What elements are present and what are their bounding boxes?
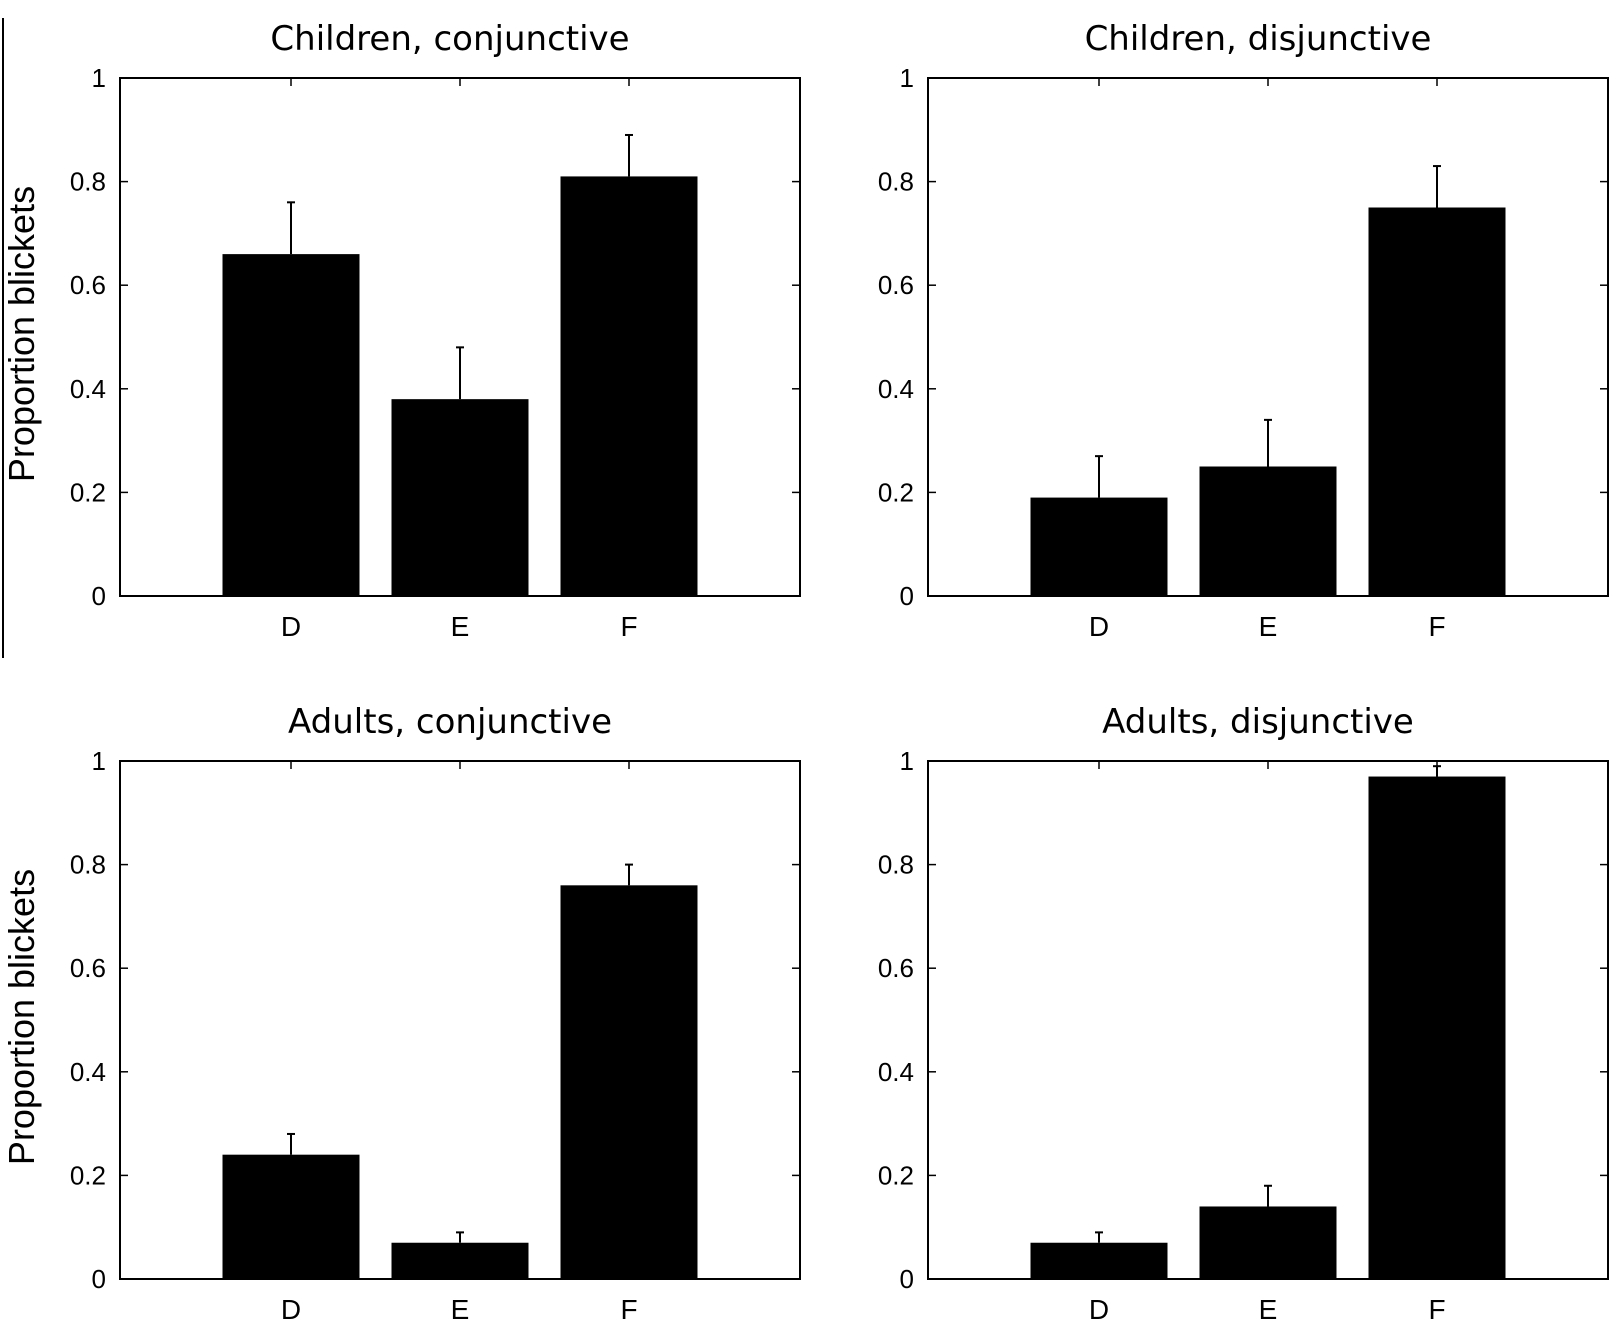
y-tick-label: 1 — [900, 63, 914, 93]
bar-E — [1199, 466, 1337, 596]
y-tick-label: 0 — [900, 1264, 914, 1294]
y-tick-label: 0.4 — [878, 374, 914, 404]
axes-frame — [119, 77, 801, 597]
x-tick-label-F: F — [620, 611, 637, 642]
bar-E — [1199, 1206, 1337, 1279]
bar-F — [1368, 207, 1506, 596]
y-axis-label: Proportion blickets — [1, 186, 42, 482]
y-tick-label: 0.4 — [70, 374, 106, 404]
panel-title: Children, disjunctive — [1085, 19, 1432, 59]
y-tick-label: 0 — [92, 581, 106, 611]
y-tick-label: 0.4 — [70, 1057, 106, 1087]
y-tick-label: 0 — [900, 581, 914, 611]
panel-title: Adults, conjunctive — [288, 702, 612, 742]
x-tick-label-D: D — [281, 611, 301, 642]
axes-frame — [119, 760, 801, 1280]
y-tick-label: 0.8 — [70, 167, 106, 197]
bar-D — [1030, 497, 1168, 596]
y-tick-label: 0.2 — [878, 1160, 914, 1190]
panel-title: Adults, disjunctive — [1102, 702, 1414, 742]
y-tick-label: 1 — [900, 746, 914, 776]
axes-frame — [927, 760, 1609, 1280]
bar-F — [560, 176, 698, 597]
x-tick-label-D: D — [281, 1294, 301, 1325]
x-tick-label-D: D — [1089, 611, 1109, 642]
bar-F — [1368, 776, 1506, 1279]
axes-frame — [927, 77, 1609, 597]
y-tick-label: 0.6 — [70, 953, 106, 983]
y-tick-label: 1 — [92, 63, 106, 93]
y-tick-label: 0.6 — [70, 270, 106, 300]
y-tick-label: 1 — [92, 746, 106, 776]
y-tick-label: 0.8 — [878, 850, 914, 880]
x-tick-label-E: E — [1259, 611, 1278, 642]
bar-D — [222, 1154, 360, 1279]
y-axis-label: Proportion blickets — [1, 869, 42, 1165]
y-tick-label: 0.2 — [70, 477, 106, 507]
x-tick-label-E: E — [451, 611, 470, 642]
bar-E — [391, 399, 529, 596]
y-tick-label: 0.4 — [878, 1057, 914, 1087]
panel-adults-disjunctive: Adults, disjunctive D E F 0 0.2 0.4 0.6 0.8 1 — [878, 702, 1609, 1325]
panel-title: Children, conjunctive — [270, 19, 629, 59]
y-tick-label: 0.2 — [878, 477, 914, 507]
left-divider-line — [2, 18, 4, 658]
x-tick-label-F: F — [620, 1294, 637, 1325]
y-tick-label: 0.2 — [70, 1160, 106, 1190]
y-tick-label: 0.8 — [878, 167, 914, 197]
bar-F — [560, 885, 698, 1279]
x-tick-label-F: F — [1428, 611, 1445, 642]
x-tick-label-E: E — [1259, 1294, 1278, 1325]
x-tick-label-E: E — [451, 1294, 470, 1325]
panel-children-conjunctive: Children, conjunctive Proportion blicket… — [1, 19, 801, 642]
x-tick-label-F: F — [1428, 1294, 1445, 1325]
y-tick-label: 0.8 — [70, 850, 106, 880]
x-tick-label-D: D — [1089, 1294, 1109, 1325]
panel-children-disjunctive: Children, disjunctive D E F 0 0.2 0.4 0.6 0.8 1 — [878, 19, 1609, 642]
bar-D — [222, 254, 360, 596]
panel-adults-conjunctive: Adults, conjunctive Proportion blickets … — [1, 702, 801, 1325]
y-tick-label: 0.6 — [878, 953, 914, 983]
y-tick-label: 0 — [92, 1264, 106, 1294]
y-tick-label: 0.6 — [878, 270, 914, 300]
